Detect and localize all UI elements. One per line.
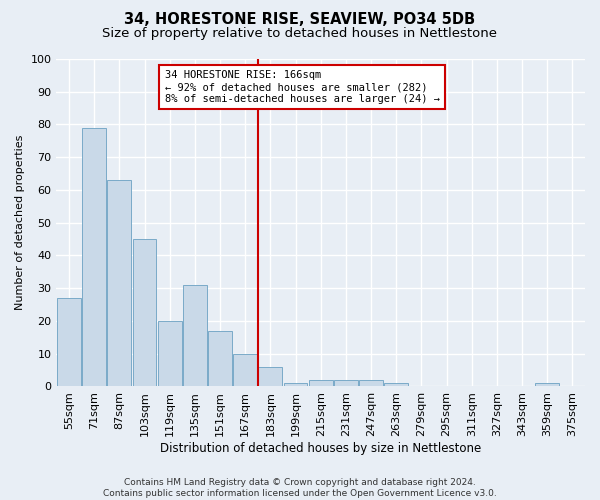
Text: 34 HORESTONE RISE: 166sqm
← 92% of detached houses are smaller (282)
8% of semi-: 34 HORESTONE RISE: 166sqm ← 92% of detac…	[164, 70, 440, 104]
Text: Contains HM Land Registry data © Crown copyright and database right 2024.
Contai: Contains HM Land Registry data © Crown c…	[103, 478, 497, 498]
Bar	[535, 383, 559, 386]
Bar	[183, 285, 207, 386]
Bar	[259, 367, 283, 386]
Y-axis label: Number of detached properties: Number of detached properties	[15, 135, 25, 310]
Bar	[133, 239, 157, 386]
Bar	[57, 298, 81, 386]
X-axis label: Distribution of detached houses by size in Nettlestone: Distribution of detached houses by size …	[160, 442, 481, 455]
Bar	[334, 380, 358, 386]
Bar	[208, 331, 232, 386]
Bar	[384, 383, 408, 386]
Bar	[284, 383, 307, 386]
Text: Size of property relative to detached houses in Nettlestone: Size of property relative to detached ho…	[103, 28, 497, 40]
Bar	[158, 321, 182, 386]
Bar	[309, 380, 332, 386]
Text: 34, HORESTONE RISE, SEAVIEW, PO34 5DB: 34, HORESTONE RISE, SEAVIEW, PO34 5DB	[124, 12, 476, 28]
Bar	[82, 128, 106, 386]
Bar	[107, 180, 131, 386]
Bar	[359, 380, 383, 386]
Bar	[233, 354, 257, 386]
